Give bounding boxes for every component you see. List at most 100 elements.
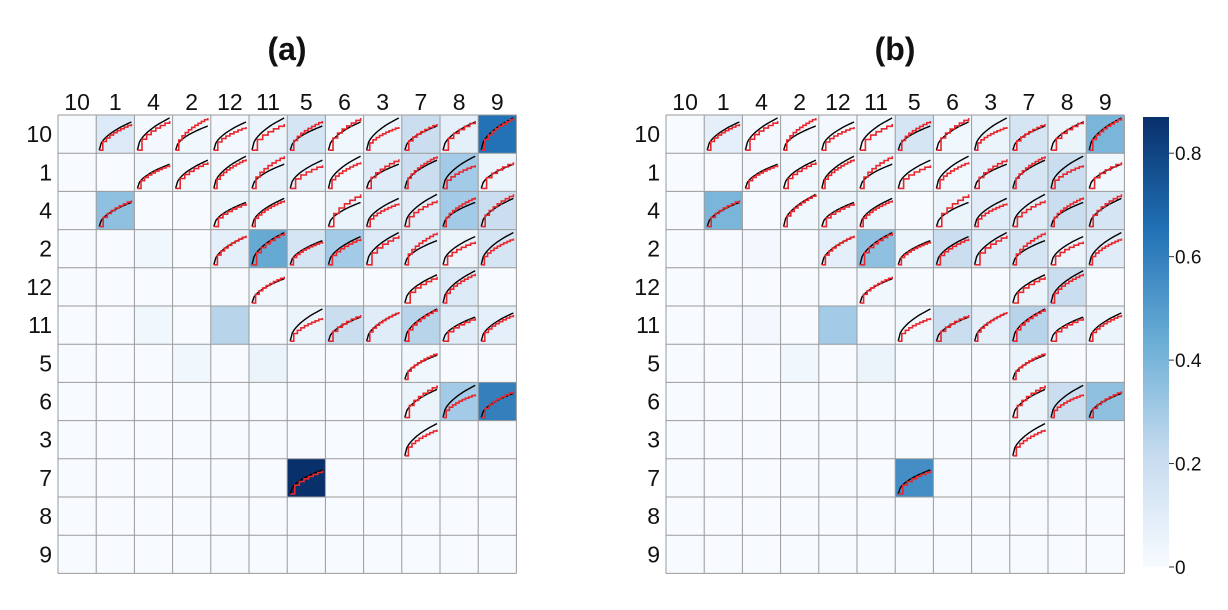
heatmap-cell bbox=[363, 382, 402, 421]
fitted-curve bbox=[821, 235, 855, 266]
heatmap-cell bbox=[401, 229, 440, 268]
heatmap-cell bbox=[325, 382, 364, 421]
heatmap-cell bbox=[134, 344, 173, 383]
heatmap-cell bbox=[210, 344, 249, 383]
heatmap-cell bbox=[325, 420, 364, 459]
heatmap-cell bbox=[1086, 267, 1125, 306]
heatmap-cell bbox=[401, 420, 440, 459]
reference-curve bbox=[1088, 231, 1122, 265]
heatmap-cell bbox=[325, 535, 364, 574]
reference-curve bbox=[973, 117, 1008, 151]
fitted-curve bbox=[481, 118, 515, 151]
column-label: 5 bbox=[908, 89, 921, 115]
row-label: 6 bbox=[39, 389, 52, 415]
reference-curve bbox=[327, 235, 361, 265]
heatmap-cell bbox=[58, 344, 97, 383]
fitted-curve bbox=[936, 118, 970, 151]
fitted-curve bbox=[404, 124, 438, 151]
fitted-curve bbox=[1051, 241, 1084, 266]
reference-curve bbox=[289, 159, 323, 189]
fitted-curve bbox=[821, 159, 855, 190]
fitted-curve bbox=[1051, 165, 1084, 190]
fitted-curve bbox=[1012, 429, 1046, 457]
heatmap-cell bbox=[818, 306, 857, 345]
heatmap-cell bbox=[933, 535, 972, 574]
heatmap-cell bbox=[401, 458, 440, 497]
heatmap-cell bbox=[666, 115, 705, 154]
heatmap-cell bbox=[780, 229, 819, 268]
heatmap-cell bbox=[971, 344, 1010, 383]
heatmap-cell bbox=[287, 115, 326, 154]
fitted-curve bbox=[404, 429, 438, 457]
heatmap-cell bbox=[134, 458, 173, 497]
heatmap-cell bbox=[96, 535, 135, 574]
fitted-curve bbox=[366, 235, 400, 266]
heatmap-cell bbox=[818, 458, 857, 497]
heatmap-cell bbox=[172, 344, 211, 383]
heatmap-cell bbox=[666, 420, 705, 459]
heatmap-cell bbox=[249, 497, 288, 536]
heatmap-cell bbox=[666, 535, 705, 574]
heatmap-cell bbox=[1048, 229, 1087, 268]
heatmap-cell bbox=[1086, 306, 1125, 345]
heatmap-cell bbox=[96, 344, 135, 383]
heatmap-cell bbox=[818, 267, 857, 306]
heatmap-cell bbox=[249, 344, 288, 383]
heatmap-cell bbox=[210, 535, 249, 574]
fitted-curve bbox=[99, 124, 133, 151]
heatmap-cell bbox=[96, 153, 135, 192]
fitted-curve bbox=[99, 200, 133, 228]
fitted-curve bbox=[1089, 194, 1123, 228]
reference-curve bbox=[442, 155, 476, 189]
fitted-curve bbox=[481, 194, 515, 228]
fitted-curve bbox=[443, 241, 476, 266]
heatmap-cell bbox=[287, 267, 326, 306]
heatmap-cell bbox=[172, 535, 211, 574]
heatmap-cell bbox=[704, 153, 743, 192]
reference-curve bbox=[404, 240, 438, 266]
heatmap-cell bbox=[58, 267, 97, 306]
fitted-curve bbox=[974, 235, 1008, 266]
fitted-curve bbox=[1012, 124, 1046, 151]
heatmap-cell bbox=[1009, 420, 1048, 459]
column-label: 6 bbox=[946, 89, 959, 115]
reference-curve bbox=[480, 312, 514, 342]
heatmap-cell bbox=[401, 535, 440, 574]
heatmap-cell bbox=[1048, 267, 1087, 306]
heatmap-cell bbox=[172, 306, 211, 345]
fitted-curve bbox=[290, 470, 324, 495]
heatmap-cell bbox=[895, 535, 934, 574]
fitted-curve bbox=[821, 127, 855, 151]
reference-curve bbox=[136, 117, 170, 151]
heatmap-cell bbox=[1086, 535, 1125, 574]
fitted-curve bbox=[860, 124, 893, 151]
fitted-curve bbox=[860, 232, 893, 266]
heatmap-cell bbox=[96, 382, 135, 421]
fitted-curve bbox=[974, 203, 1008, 228]
heatmap-cell bbox=[210, 420, 249, 459]
heatmap-cell bbox=[478, 535, 517, 574]
heatmap-cell bbox=[363, 458, 402, 497]
heatmap-cell bbox=[704, 344, 743, 383]
fitted-curve bbox=[974, 159, 1008, 190]
heatmap-cell bbox=[325, 458, 364, 497]
reference-curve bbox=[782, 193, 817, 227]
heatmap-cell bbox=[325, 497, 364, 536]
row-label: 3 bbox=[39, 427, 52, 453]
heatmap-cell bbox=[134, 306, 173, 345]
column-label: 9 bbox=[1099, 89, 1112, 115]
reference-curve bbox=[174, 159, 209, 189]
reference-curve bbox=[251, 163, 285, 189]
heatmap-cell bbox=[933, 382, 972, 421]
row-label: 6 bbox=[647, 389, 660, 415]
heatmap-cell bbox=[134, 229, 173, 268]
heatmap-cell bbox=[857, 382, 896, 421]
fitted-curve bbox=[252, 232, 285, 266]
heatmap-cell bbox=[933, 306, 972, 345]
heatmap-cell bbox=[818, 229, 857, 268]
reference-curve bbox=[1050, 270, 1084, 304]
colorbar-tick-label: 0.4 bbox=[1175, 351, 1202, 372]
fitted-curve bbox=[252, 200, 285, 228]
row-label: 7 bbox=[647, 465, 660, 491]
